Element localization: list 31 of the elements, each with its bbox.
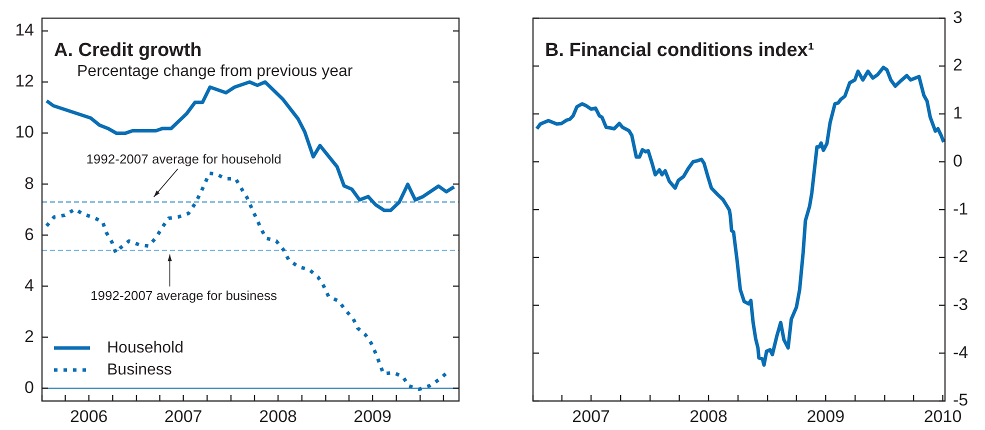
text: A. Credit growth [54,40,202,62]
ref-line-label: 1992-2007 average for household [86,152,282,167]
y2-tick-label: -3 [953,294,968,314]
x-tick-label: 2007 [572,406,610,426]
x-tick-label: 2009 [354,406,392,426]
y2-tick-label: -2 [953,247,968,266]
y-tick-label: 14 [15,20,34,40]
y2-tick-label: -1 [953,199,968,218]
y-tick-label: 12 [15,72,34,91]
y2-tick-label: 1 [953,104,962,123]
legend-label: Household [107,339,184,356]
y-tick-label: 8 [24,174,34,193]
x-tick-label: 2008 [259,406,297,426]
y2-tick-label: 0 [953,151,962,170]
x-tick-label: 2008 [690,406,728,426]
y2-tick-label: 3 [953,8,962,27]
x-tick-label: 2006 [70,406,108,426]
y-tick-label: 0 [24,378,34,397]
y-tick-label: 2 [24,326,34,346]
x-tick-label: 2009 [806,406,845,426]
y2-tick-label: -4 [953,342,968,362]
y-tick-label: 10 [15,122,34,142]
y2-tick-label: 2 [953,56,962,75]
y-tick-label: 4 [24,276,34,295]
legend-label: Business [107,361,172,378]
text: Percentage change from previous year [77,63,354,80]
line-series [44,172,450,392]
x-tick-label: 2007 [164,406,202,426]
y-tick-label: 6 [24,224,34,244]
text: B. Financial conditions index¹ [545,40,814,62]
ref-line-label: 1992-2007 average for business [90,288,278,304]
